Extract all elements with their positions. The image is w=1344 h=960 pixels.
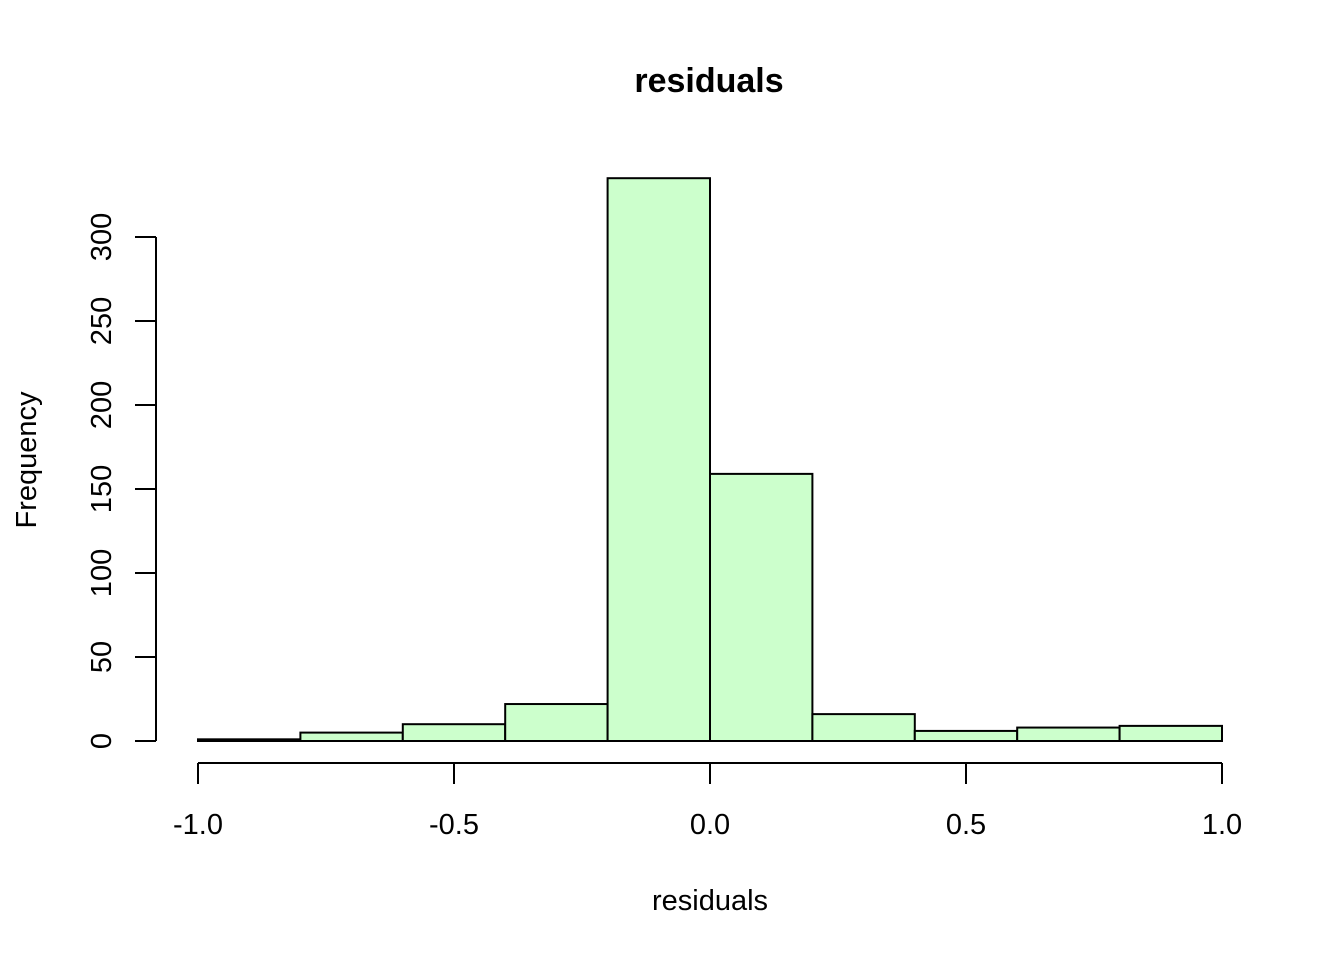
y-axis-label: Frequency — [11, 391, 43, 529]
histogram-bar — [606, 177, 711, 742]
histogram-bar — [401, 723, 507, 743]
y-tick-label: 200 — [86, 381, 118, 429]
x-axis-label: residuals — [652, 885, 768, 917]
x-tick-label: -1.0 — [173, 809, 223, 841]
histogram-bars — [197, 177, 1223, 743]
histogram-bar — [913, 729, 1019, 742]
y-tick-label: 100 — [86, 549, 118, 597]
x-axis: -1.0 -0.5 0.0 0.5 1.0 — [173, 762, 1242, 841]
y-tick-label: 300 — [86, 213, 118, 261]
histogram-bar — [197, 738, 302, 743]
histogram-bar — [1118, 724, 1223, 743]
histogram-bar — [299, 731, 404, 742]
y-tick-label: 250 — [86, 297, 118, 345]
y-axis: 0 50 100 150 200 250 300 — [86, 213, 157, 749]
histogram-bar — [811, 713, 916, 742]
y-tick-label: 0 — [86, 733, 118, 749]
chart-title: residuals — [634, 62, 783, 100]
x-tick-label: -0.5 — [429, 809, 479, 841]
histogram-bar — [504, 703, 609, 742]
y-tick-label: 150 — [86, 465, 118, 513]
x-tick-label: 1.0 — [1202, 809, 1242, 841]
y-tick-label: 50 — [86, 641, 118, 673]
x-tick-label: 0.0 — [690, 809, 730, 841]
histogram-bar — [1016, 726, 1121, 742]
histogram-bar — [709, 472, 814, 742]
x-tick-label: 0.5 — [946, 809, 986, 841]
